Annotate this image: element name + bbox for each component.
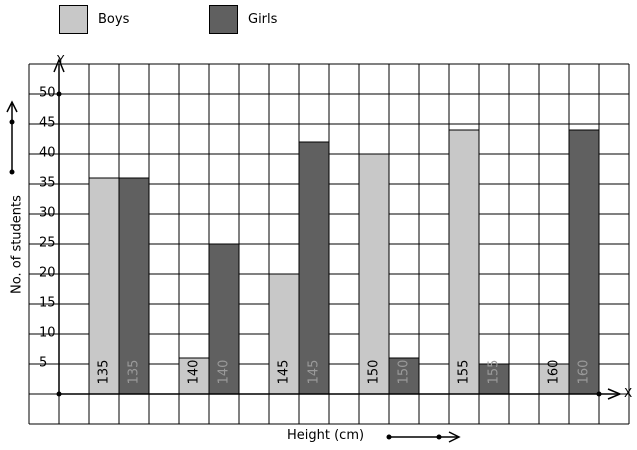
category-label-girls-160: 160 bbox=[577, 360, 592, 385]
bars bbox=[88, 129, 600, 395]
legend-boys-label: Boys bbox=[98, 11, 130, 27]
category-label-girls-135: 135 bbox=[127, 360, 142, 385]
x-axis-letter: X bbox=[624, 386, 633, 400]
y-tick-label-40: 40 bbox=[39, 146, 56, 161]
x-axis-arrow bbox=[607, 388, 622, 400]
y-axis-end-dot bbox=[56, 91, 62, 97]
xlabel-arrow-dot bbox=[386, 434, 392, 440]
bar-girls-135 bbox=[118, 177, 150, 395]
y-tick-label-45: 45 bbox=[39, 116, 56, 131]
bar-boys-160 bbox=[538, 363, 570, 395]
direction-arrows bbox=[6, 100, 461, 443]
bar-girls-160 bbox=[568, 129, 600, 395]
bar-boys-150 bbox=[358, 153, 390, 395]
category-label-boys-140: 140 bbox=[187, 360, 202, 385]
y-tick-label-10: 10 bbox=[39, 326, 56, 341]
x-axis-end-dot bbox=[596, 391, 602, 397]
bar-boys-145 bbox=[268, 273, 300, 395]
y-axis-arrow bbox=[53, 58, 65, 73]
ylabel-arrow-dot bbox=[9, 169, 15, 175]
y-tick-label-35: 35 bbox=[39, 176, 56, 191]
category-label-boys-155: 155 bbox=[457, 360, 472, 385]
legend-girls-label: Girls bbox=[248, 11, 278, 27]
category-label-boys-160: 160 bbox=[547, 360, 562, 385]
legend-boys: Boys bbox=[59, 4, 129, 34]
category-label-boys-135: 135 bbox=[97, 360, 112, 385]
y-tick-label-20: 20 bbox=[39, 266, 56, 281]
ylabel-arrow-head bbox=[6, 100, 18, 113]
category-label-boys-145: 145 bbox=[277, 360, 292, 385]
y-tick-labels: 5 10 15 20 25 30 35 40 45 50 bbox=[33, 86, 56, 371]
category-label-girls-150: 150 bbox=[397, 360, 412, 385]
y-axis-letter: Y bbox=[57, 53, 65, 67]
xlabel-arrow-dot bbox=[436, 434, 442, 440]
ylabel-arrow-dot bbox=[9, 119, 15, 125]
y-tick-label-15: 15 bbox=[39, 296, 56, 311]
legend-boys-swatch bbox=[59, 4, 88, 34]
y-tick-label-50: 50 bbox=[39, 86, 56, 101]
axes bbox=[53, 58, 622, 400]
y-tick-label-25: 25 bbox=[39, 236, 56, 251]
origin-dot bbox=[56, 391, 62, 397]
y-tick-label-30: 30 bbox=[39, 206, 56, 221]
y-tick-label-5: 5 bbox=[39, 356, 47, 371]
category-label-girls-145: 145 bbox=[307, 360, 322, 385]
category-label-girls-140: 140 bbox=[217, 360, 232, 385]
legend-girls-swatch bbox=[209, 4, 238, 34]
bar-boys-155 bbox=[448, 129, 480, 395]
xlabel-arrow-head bbox=[448, 431, 461, 443]
bar-boys-135 bbox=[88, 177, 120, 395]
category-label-girls-155: 155 bbox=[487, 360, 502, 385]
x-axis-label: Height (cm) bbox=[287, 428, 365, 443]
bar-girls-145 bbox=[298, 141, 330, 395]
category-labels: 135 135 140 140 145 145 150 150 155 155 160 160 bbox=[97, 360, 592, 385]
bar-girls-140 bbox=[208, 243, 240, 395]
category-label-boys-150: 150 bbox=[367, 360, 382, 385]
legend-girls: Girls bbox=[209, 4, 277, 34]
y-axis-label: No. of students bbox=[9, 195, 25, 294]
